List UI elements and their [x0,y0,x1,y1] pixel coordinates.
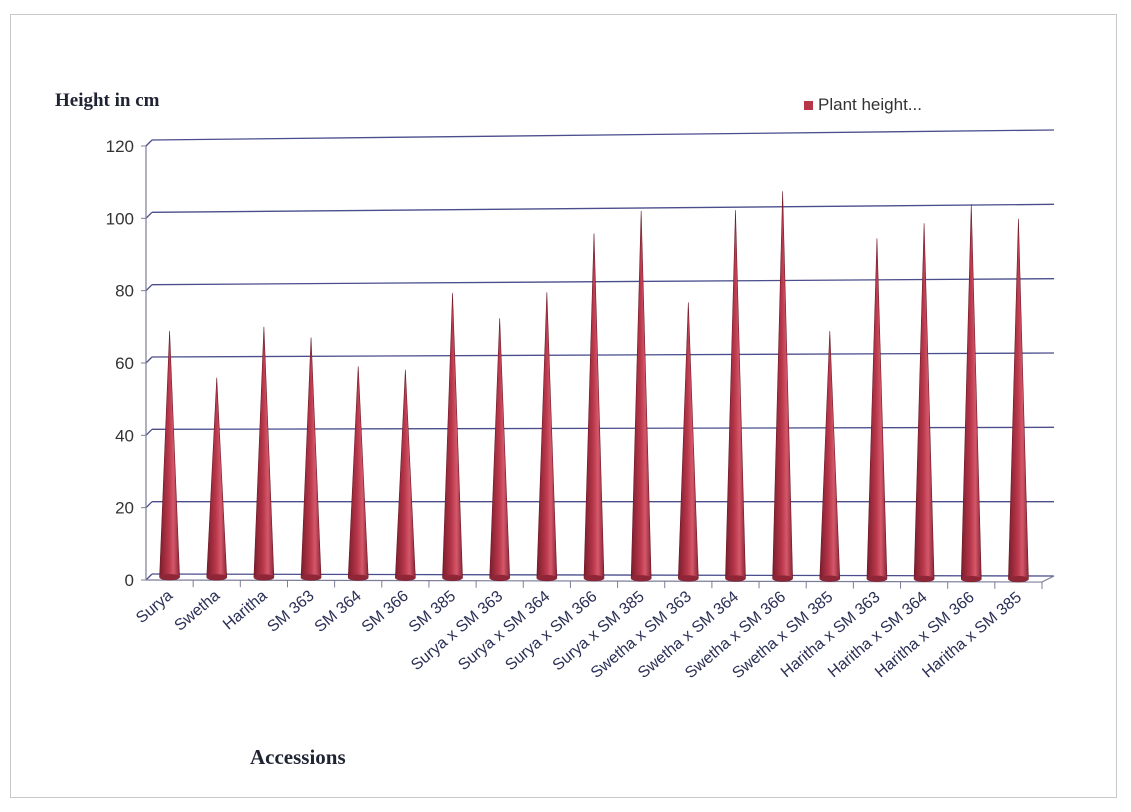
legend: Plant height... [804,95,922,115]
bar-base-0 [159,574,180,581]
gridline-depth [145,428,153,436]
bar-17 [960,204,982,583]
bar-base-10 [631,575,652,582]
bar-16 [913,223,935,583]
y-tick-label: 20 [115,499,134,518]
y-tick-label: 120 [106,137,134,156]
x-tick-label: Swetha [171,587,223,634]
y-tick-label: 80 [115,282,134,301]
bar-base-17 [961,575,982,582]
bar-5 [395,369,416,581]
bar-base-8 [536,574,557,581]
gridline [151,426,1055,430]
y-tick-label: 100 [106,209,134,228]
y-tick-label: 40 [115,426,134,445]
x-axis-depth [1041,575,1055,583]
bar-base-9 [584,574,604,581]
bar-11 [678,302,699,582]
y-axis-title: Height in cm [55,90,160,111]
bar-base-14 [819,575,840,582]
bar-7 [489,318,510,582]
bar-2 [253,326,275,581]
x-tick-label: Haritha [220,587,271,633]
bar-13 [772,191,793,582]
bar-base-15 [866,575,887,582]
bar-base-13 [772,575,793,582]
bar-base-5 [395,574,416,581]
bar-8 [536,292,558,582]
gridline [151,203,1055,213]
gridline-depth [145,356,153,364]
gridline-depth [145,284,153,292]
chart-frame [10,14,1117,798]
bar-base-4 [348,574,369,581]
x-tick-label: SM 363 [264,587,317,636]
y-tick-label: 0 [125,571,134,590]
bar-base-11 [678,575,699,582]
bar-base-16 [914,575,935,582]
bar-0 [159,330,180,581]
bar-10 [630,210,652,582]
y-tick-label: 60 [115,354,134,373]
bar-1 [206,377,228,581]
bar-base-1 [206,574,227,581]
x-tick-label: SM 364 [312,587,365,636]
x-tick-label: Surya [133,587,176,627]
bar-base-12 [725,575,746,582]
gridline [151,352,1055,358]
bar-base-3 [301,574,322,581]
legend-label: Plant height... [818,95,922,114]
bar-4 [347,366,369,581]
bar-6 [442,292,463,581]
x-tick-label: SM 366 [359,588,412,637]
legend-swatch [804,100,813,110]
bar-12 [725,210,746,582]
gridline [151,278,1055,286]
bar-base-7 [489,574,510,581]
gridline-depth [145,211,153,219]
bar-18 [1008,218,1029,583]
bar-14 [819,331,841,582]
gridline-depth [145,139,153,147]
gridline [151,129,1055,141]
x-axis-title: Accessions [250,745,346,769]
gridline-depth [145,573,153,581]
bar-base-18 [1008,575,1029,582]
bar-3 [300,337,322,581]
gridline-depth [145,501,153,509]
bar-base-6 [442,574,463,581]
bar-base-2 [253,574,274,581]
bar-9 [583,233,605,582]
bar-15 [866,238,888,582]
